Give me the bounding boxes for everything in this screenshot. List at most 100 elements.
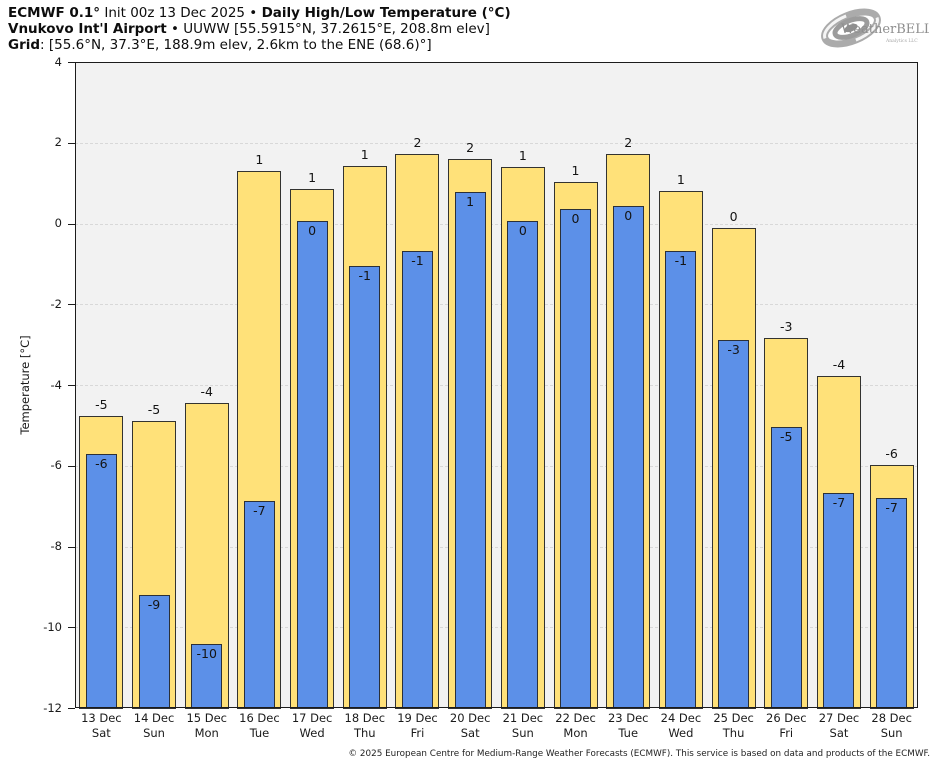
y-tick-mark (68, 708, 75, 709)
high-value-label: 2 (624, 135, 633, 151)
gridline (75, 223, 918, 225)
x-tick-label: 24 Dec Wed (655, 711, 708, 741)
low-bar (191, 643, 223, 709)
y-tick-mark (68, 627, 75, 629)
y-tick-mark (68, 546, 75, 548)
high-value-label: 1 (360, 147, 369, 163)
x-tick-date: 22 Dec (555, 711, 596, 725)
x-tick-date: 24 Dec (660, 711, 702, 725)
low-value-label: 0 (308, 222, 317, 238)
grid-label: Grid (8, 37, 41, 53)
x-tick-label: 27 Dec Sat (813, 711, 866, 741)
low-bar (243, 501, 275, 709)
gridline (75, 142, 918, 144)
x-tick-date: 18 Dec (344, 711, 386, 725)
x-tick-date: 16 Dec (239, 711, 280, 725)
y-tick-label: 0 (54, 216, 62, 230)
low-bar (401, 250, 433, 709)
chart-header: ECMWF 0.1° Init 00z 13 Dec 2025 • Daily … (8, 5, 511, 53)
x-tick-date: 15 Dec (186, 711, 227, 725)
low-value-label: 0 (571, 210, 580, 226)
gridline (75, 546, 918, 548)
gridline (75, 304, 918, 306)
weatherbell-swirl-icon: WeatherBELL Analytics LLC (821, 8, 933, 48)
y-tick-mark (68, 223, 75, 225)
x-tick-date: 28 Dec (871, 711, 912, 725)
plot-area: -5 -6 -5 -9 -4 -10 1 -7 1 0 1 -1 2 -1 2 1 1 0 1 0 2 0 1 -1 0 -3 -3… (75, 62, 918, 709)
high-value-label: -4 (832, 356, 846, 372)
low-bar (718, 339, 750, 709)
high-value-label: 0 (729, 209, 738, 225)
logo-subtext: Analytics LLC (885, 38, 918, 44)
low-bar (560, 208, 592, 709)
low-value-label: -5 (780, 428, 793, 444)
y-tick-label: 4 (54, 54, 62, 69)
weatherbell-logo: WeatherBELL Analytics LLC (821, 3, 933, 55)
low-bar (665, 251, 697, 709)
x-tick-label: 26 Dec Fri (760, 711, 813, 741)
x-tick-weekday: Sat (460, 726, 480, 740)
x-tick-date: 19 Dec (397, 711, 438, 725)
low-bar (507, 221, 539, 709)
x-tick-date: 13 Dec (81, 711, 122, 725)
y-tick-mark (68, 62, 75, 63)
x-tick-weekday: Thu (722, 726, 745, 740)
low-value-label: 0 (518, 223, 527, 239)
low-bar (138, 595, 170, 709)
model-name: ECMWF 0.1° (8, 5, 101, 21)
station-name: Vnukovo Int'l Airport (8, 21, 167, 37)
gridline (75, 385, 918, 386)
low-value-label: -7 (832, 494, 846, 510)
title-line-1: ECMWF 0.1° Init 00z 13 Dec 2025 • Daily … (8, 5, 511, 21)
x-tick-label: 19 Dec Fri (391, 711, 444, 741)
x-tick-label: 18 Dec Thu (338, 711, 391, 741)
low-bar (823, 492, 855, 709)
y-axis: 4 2 0 -2 -4 -6 -8 -10 -12 (0, 55, 75, 715)
low-value-label: -1 (358, 268, 372, 284)
y-tick-label: -12 (43, 700, 62, 715)
x-tick-weekday: Mon (563, 726, 588, 740)
high-value-label: 1 (571, 162, 580, 178)
low-value-label: -10 (196, 645, 217, 661)
y-tick-mark (68, 385, 75, 386)
high-value-label: -6 (885, 446, 898, 462)
gridline (75, 627, 918, 629)
y-tick-label: -2 (50, 296, 62, 311)
x-tick-weekday: Tue (618, 726, 639, 740)
low-value-label: -7 (253, 503, 266, 519)
x-tick-label: 23 Dec Tue (602, 711, 655, 741)
low-bar (612, 205, 644, 709)
low-value-label: -1 (674, 253, 688, 269)
x-tick-label: 15 Dec Mon (180, 711, 233, 741)
x-tick-label: 22 Dec Mon (549, 711, 602, 741)
x-tick-date: 23 Dec (607, 711, 649, 725)
x-tick-label: 16 Dec Tue (233, 711, 286, 741)
x-tick-date: 25 Dec (713, 711, 754, 725)
y-tick-label: -8 (50, 539, 62, 553)
low-bar (454, 192, 486, 709)
x-tick-weekday: Sun (511, 726, 534, 740)
x-axis: 13 Dec Sat 14 Dec Sun 15 Dec Mon 16 Dec Tue 17 D… (75, 711, 918, 745)
x-tick-date: 17 Dec (291, 711, 333, 725)
low-bar (85, 453, 117, 709)
low-bar (296, 220, 328, 709)
x-tick-weekday: Wed (668, 726, 694, 740)
low-bar (770, 426, 802, 709)
logo-text: WeatherBELL (841, 22, 929, 37)
high-value-label: 1 (308, 170, 317, 186)
x-tick-weekday: Wed (299, 726, 325, 740)
x-tick-weekday: Fri (410, 726, 425, 740)
x-tick-label: 25 Dec Thu (707, 711, 760, 741)
station-meta: • UUWW [55.5915°N, 37.2615°E, 208.8m ele… (166, 21, 490, 37)
y-tick-mark (68, 465, 75, 467)
low-value-label: -3 (727, 341, 740, 357)
low-bar (876, 497, 908, 709)
x-tick-label: 28 Dec Sun (865, 711, 918, 741)
low-value-label: 0 (624, 207, 633, 223)
low-bar (349, 266, 381, 709)
x-tick-weekday: Sat (829, 726, 849, 740)
low-value-label: -6 (95, 455, 108, 471)
x-tick-weekday: Fri (779, 726, 794, 740)
x-tick-weekday: Mon (194, 726, 219, 740)
